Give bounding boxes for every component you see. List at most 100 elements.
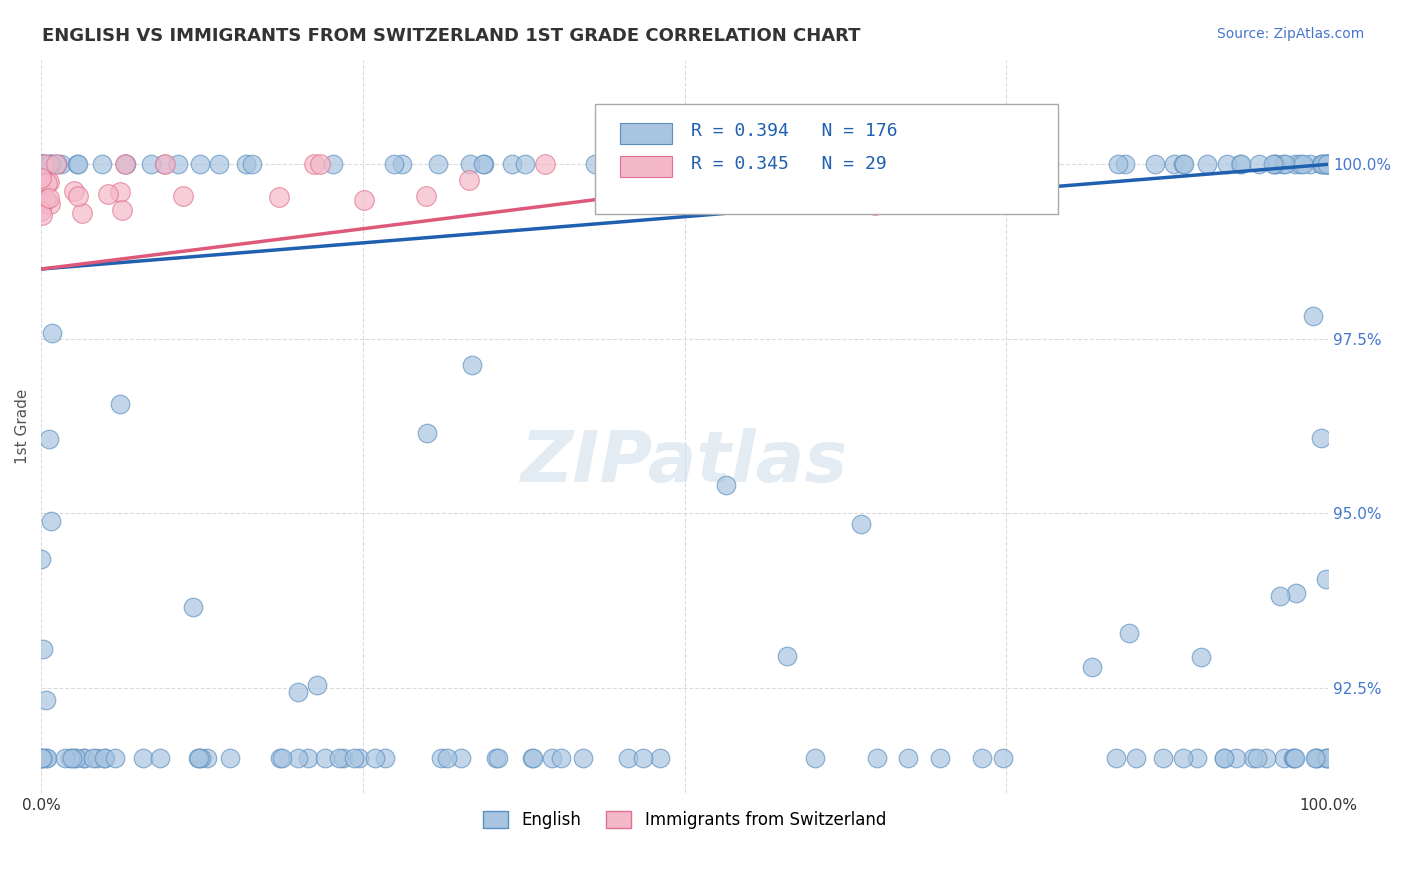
Point bbox=[1216, 157, 1239, 171]
Point bbox=[1285, 586, 1308, 600]
Point bbox=[332, 750, 354, 764]
Point bbox=[374, 750, 396, 764]
Point bbox=[34, 157, 56, 171]
Point bbox=[302, 157, 325, 171]
Point bbox=[1185, 750, 1208, 764]
Point bbox=[640, 157, 662, 171]
Point bbox=[59, 750, 82, 764]
Point bbox=[550, 750, 572, 764]
Point bbox=[153, 157, 176, 171]
Point bbox=[1163, 157, 1185, 171]
Point bbox=[343, 750, 366, 764]
Point bbox=[1316, 750, 1339, 764]
Point bbox=[741, 157, 763, 171]
Point bbox=[1213, 750, 1236, 764]
Point bbox=[111, 202, 134, 217]
Point bbox=[688, 157, 710, 171]
Point bbox=[30, 185, 52, 199]
Point bbox=[897, 750, 920, 764]
Point bbox=[662, 157, 685, 171]
Point bbox=[1317, 750, 1340, 764]
Point bbox=[747, 157, 769, 171]
Point bbox=[430, 750, 453, 764]
Point bbox=[1316, 157, 1339, 171]
Point bbox=[533, 157, 555, 171]
Point bbox=[1306, 750, 1329, 764]
Point bbox=[35, 750, 58, 764]
Point bbox=[66, 157, 89, 171]
Point bbox=[30, 552, 52, 566]
Point bbox=[863, 198, 886, 212]
Point bbox=[1264, 157, 1286, 171]
Point bbox=[416, 425, 439, 440]
Point bbox=[1312, 157, 1334, 171]
Point bbox=[472, 157, 495, 171]
Point bbox=[1246, 750, 1268, 764]
Point bbox=[1316, 157, 1339, 171]
Point bbox=[1171, 157, 1194, 171]
Point bbox=[35, 176, 58, 190]
Point bbox=[195, 750, 218, 764]
Point bbox=[1081, 660, 1104, 674]
Point bbox=[93, 750, 115, 764]
Point bbox=[1143, 157, 1166, 171]
Point bbox=[41, 157, 63, 171]
Point bbox=[1292, 157, 1315, 171]
Point bbox=[167, 157, 190, 171]
Point bbox=[35, 693, 58, 707]
Point bbox=[115, 157, 138, 171]
Point bbox=[73, 750, 96, 764]
Point bbox=[891, 157, 914, 171]
Point bbox=[322, 157, 344, 171]
Point bbox=[66, 157, 89, 171]
Point bbox=[485, 750, 508, 764]
Point bbox=[1263, 157, 1285, 171]
Point bbox=[1315, 572, 1337, 586]
Point bbox=[1315, 157, 1337, 171]
Point bbox=[450, 750, 472, 764]
Point bbox=[219, 750, 242, 764]
Point bbox=[1288, 157, 1310, 171]
Point bbox=[328, 750, 350, 764]
Point bbox=[1284, 750, 1306, 764]
Point bbox=[1125, 750, 1147, 764]
Point bbox=[1315, 750, 1337, 764]
Text: ENGLISH VS IMMIGRANTS FROM SWITZERLAND 1ST GRADE CORRELATION CHART: ENGLISH VS IMMIGRANTS FROM SWITZERLAND 1… bbox=[42, 27, 860, 45]
Point bbox=[39, 514, 62, 528]
Point bbox=[458, 157, 481, 171]
Point bbox=[1213, 750, 1236, 764]
Point bbox=[583, 157, 606, 171]
Point bbox=[39, 197, 62, 211]
Point bbox=[1152, 750, 1174, 764]
Point bbox=[1271, 157, 1294, 171]
Point bbox=[616, 750, 638, 764]
Point bbox=[520, 750, 543, 764]
Point bbox=[1303, 750, 1326, 764]
Point bbox=[49, 157, 72, 171]
Point bbox=[38, 191, 60, 205]
Point bbox=[86, 750, 108, 764]
Point bbox=[139, 157, 162, 171]
Point bbox=[305, 678, 328, 692]
Point bbox=[31, 157, 53, 171]
Point bbox=[63, 184, 86, 198]
FancyBboxPatch shape bbox=[595, 103, 1057, 213]
Point bbox=[65, 750, 87, 764]
Point bbox=[776, 648, 799, 663]
Point bbox=[190, 750, 212, 764]
Point bbox=[1299, 157, 1322, 171]
Point bbox=[187, 750, 209, 764]
Point bbox=[1317, 157, 1340, 171]
Point bbox=[70, 206, 93, 220]
Bar bbox=[620, 123, 672, 144]
Point bbox=[267, 189, 290, 203]
Point bbox=[1316, 157, 1339, 171]
Point bbox=[631, 750, 654, 764]
Point bbox=[31, 641, 53, 656]
Point bbox=[572, 750, 595, 764]
Point bbox=[513, 157, 536, 171]
Point bbox=[595, 157, 617, 171]
Point bbox=[208, 157, 231, 171]
Point bbox=[38, 175, 60, 189]
Point bbox=[1305, 750, 1327, 764]
